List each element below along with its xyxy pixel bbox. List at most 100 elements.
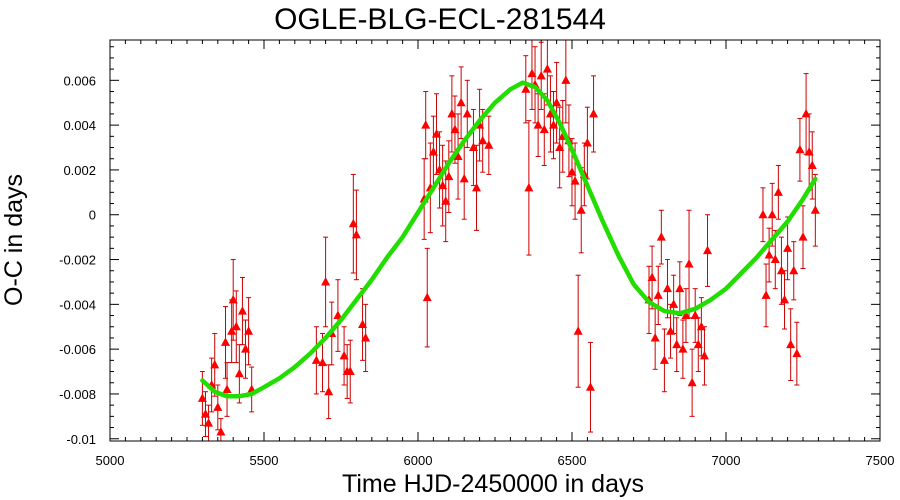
data-point xyxy=(318,357,328,367)
data-point xyxy=(478,135,488,145)
data-point xyxy=(361,332,371,342)
data-point xyxy=(462,108,472,118)
data-point xyxy=(669,299,679,308)
data-point xyxy=(650,332,660,342)
data-point xyxy=(222,384,232,393)
data-point xyxy=(459,173,469,183)
data-point xyxy=(770,254,780,264)
x-axis-label: Time HJD-2450000 in days xyxy=(342,470,644,498)
plot-frame xyxy=(109,39,881,442)
axis-ticks: 5000 5500 6000 6500 7000 7500 -0.01 -0.008 -0.00… xyxy=(59,40,894,468)
x-tick-label: 5000 xyxy=(96,453,125,468)
data-point xyxy=(428,147,438,156)
data-point xyxy=(567,167,577,176)
data-point xyxy=(444,171,454,181)
y-tick-label: 0.006 xyxy=(63,73,96,88)
chart-title: OGLE-BLG-ECL-281544 xyxy=(274,3,606,36)
data-point xyxy=(555,142,565,152)
data-points xyxy=(197,64,820,436)
y-tick-label: 0 xyxy=(89,208,96,223)
data-point xyxy=(311,355,321,364)
data-point xyxy=(472,182,482,192)
data-point xyxy=(221,337,230,346)
x-tick-label: 7500 xyxy=(866,453,895,468)
x-tick-label: 6000 xyxy=(404,453,433,468)
data-point xyxy=(422,292,432,302)
fit-curve-line xyxy=(200,80,818,399)
data-point xyxy=(570,176,580,185)
x-tick-label: 5500 xyxy=(250,453,279,468)
data-point xyxy=(807,160,817,169)
data-point xyxy=(699,350,709,360)
data-point xyxy=(804,147,814,156)
data-point xyxy=(678,344,688,353)
data-point xyxy=(687,377,697,387)
data-point xyxy=(764,250,774,259)
y-tick-label: -0.006 xyxy=(59,342,96,357)
y-tick-label: -0.01 xyxy=(66,432,96,447)
data-point xyxy=(783,243,793,252)
data-point xyxy=(453,151,463,160)
data-point xyxy=(533,120,543,129)
data-point xyxy=(703,245,713,255)
data-point xyxy=(234,368,244,378)
data-point xyxy=(441,196,451,205)
data-point xyxy=(656,232,666,241)
data-point xyxy=(789,265,799,275)
data-point xyxy=(213,402,223,411)
data-point xyxy=(216,427,226,436)
data-point xyxy=(761,290,771,299)
data-point xyxy=(450,124,460,134)
fit-curve xyxy=(200,80,818,399)
data-point xyxy=(244,326,254,335)
data-point xyxy=(659,355,669,364)
data-point xyxy=(231,321,241,331)
data-point xyxy=(228,294,238,304)
data-point xyxy=(576,205,586,214)
y-tick-label: 0.002 xyxy=(63,163,96,178)
data-point xyxy=(693,339,703,349)
data-point xyxy=(447,108,457,118)
data-point xyxy=(321,276,331,286)
data-point xyxy=(339,350,349,360)
data-point xyxy=(431,129,441,138)
data-point xyxy=(681,310,691,320)
data-point xyxy=(524,182,534,192)
data-point xyxy=(200,409,210,418)
data-point xyxy=(539,124,549,134)
data-point xyxy=(527,68,537,78)
y-axis-label: O-C in days xyxy=(0,174,28,306)
data-point xyxy=(653,290,663,299)
data-point xyxy=(786,339,796,349)
data-point xyxy=(333,310,343,320)
data-point xyxy=(345,366,355,376)
data-point xyxy=(684,259,694,268)
x-tick-label: 6500 xyxy=(558,453,587,468)
data-point xyxy=(468,142,478,152)
data-point xyxy=(589,108,599,118)
data-point xyxy=(675,283,685,293)
data-point xyxy=(798,232,808,241)
data-point xyxy=(795,144,805,154)
y-tick-label: 0.004 xyxy=(63,118,96,133)
y-tick-label: -0.002 xyxy=(59,253,96,268)
data-point xyxy=(792,348,802,358)
x-tick-label: 7000 xyxy=(712,453,741,468)
data-point xyxy=(438,180,448,190)
data-point xyxy=(324,386,334,396)
data-point xyxy=(536,70,546,80)
data-point xyxy=(358,319,368,329)
data-point xyxy=(549,120,559,129)
data-point xyxy=(810,205,820,214)
data-point xyxy=(573,326,583,335)
data-point xyxy=(758,209,768,219)
data-point xyxy=(585,382,595,391)
data-point xyxy=(484,140,494,149)
data-point xyxy=(542,64,552,73)
data-point xyxy=(552,97,562,107)
data-point xyxy=(767,209,777,219)
data-point xyxy=(561,75,571,84)
data-point xyxy=(210,359,220,369)
data-point xyxy=(780,294,790,304)
y-tick-label: -0.008 xyxy=(59,387,96,402)
